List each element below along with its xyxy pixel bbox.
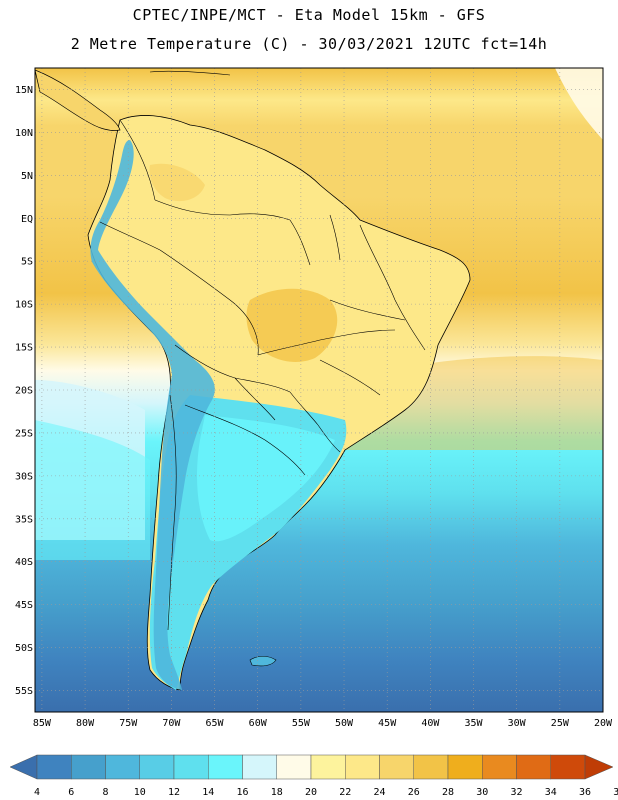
colorbar-swatch xyxy=(139,754,175,780)
map-title-line-1: CPTEC/INPE/MCT - Eta Model 15km - GFS xyxy=(132,6,486,24)
colorbar-swatch xyxy=(379,754,414,780)
lat-tick-label: 10N xyxy=(15,128,33,139)
colorbar-tick-label: 4 xyxy=(34,787,40,798)
colorbar-swatch xyxy=(105,754,140,780)
lat-tick-label: 15N xyxy=(15,85,33,96)
lat-tick-label: 15S xyxy=(15,343,33,354)
colorbar-swatch xyxy=(413,754,449,780)
brazil-interior-hot-patch xyxy=(246,288,338,362)
lon-tick-label: 70W xyxy=(162,718,181,729)
colorbar-swatch xyxy=(173,754,209,780)
central-america-landmass xyxy=(35,69,121,131)
colorbar-tick-label: 12 xyxy=(168,787,180,798)
map-frame xyxy=(34,67,604,713)
lat-tick-label: 5N xyxy=(21,171,33,182)
colorbar-min-triangle xyxy=(9,754,38,780)
colorbar-tick-label: 26 xyxy=(408,787,420,798)
north-atlantic-cool-zone xyxy=(555,68,603,140)
longitude-axis: 85W 80W 75W 70W 65W 60W 55W 50W 45W 40W 35W 30W 25W 2… xyxy=(33,718,613,729)
colorbar-swatch xyxy=(310,754,346,780)
pampas-cool-patch xyxy=(197,415,335,542)
colorbar-tick-label: 10 xyxy=(134,787,146,798)
lat-lon-grid xyxy=(35,68,603,712)
lon-tick-label: 65W xyxy=(206,718,225,729)
colorbar-swatch xyxy=(516,754,551,780)
lat-tick-label: 10S xyxy=(15,300,33,311)
latitude-axis: 15N 10N 5N EQ 5S 10S 15S 20S 25S 30S 35S 40S 45S 50S 5… xyxy=(15,85,33,697)
lat-tick-label: 20S xyxy=(15,386,33,397)
lon-tick-label: 60W xyxy=(249,718,268,729)
lon-tick-label: 20W xyxy=(594,718,613,729)
lon-tick-label: 45W xyxy=(378,718,397,729)
lat-tick-label: 5S xyxy=(21,257,33,268)
lon-tick-label: 80W xyxy=(76,718,95,729)
colorbar-tick-label: 24 xyxy=(373,787,385,798)
colorbar-tick-label: 8 xyxy=(102,787,108,798)
country-borders xyxy=(99,119,426,631)
andes-cold-spine xyxy=(90,140,215,690)
colorbar-tick-label: 16 xyxy=(236,787,248,798)
lon-tick-label: 50W xyxy=(335,718,354,729)
lon-tick-label: 40W xyxy=(421,718,440,729)
colorbar-swatch xyxy=(550,754,586,780)
lat-tick-label: 40S xyxy=(15,557,33,568)
colorbar-tick-label: 18 xyxy=(271,787,283,798)
colorbar-swatch xyxy=(208,754,243,780)
lon-tick-label: 25W xyxy=(551,718,570,729)
colorbar-swatch xyxy=(36,754,72,780)
lon-tick-label: 85W xyxy=(33,718,52,729)
colorbar-tick-label: 38 xyxy=(613,787,618,798)
colorbar-swatch xyxy=(242,754,277,780)
colorbar-tick-label: 22 xyxy=(339,787,351,798)
colorbar-tick-label: 34 xyxy=(545,787,557,798)
lat-tick-label: 55S xyxy=(15,686,33,697)
colorbar-tick-label: 14 xyxy=(202,787,214,798)
colorbar-tick-label: 36 xyxy=(579,787,591,798)
lat-tick-label: 25S xyxy=(15,428,33,439)
colorbar-tick-label: 6 xyxy=(68,787,74,798)
colorbar-tick-label: 20 xyxy=(305,787,317,798)
lon-tick-label: 35W xyxy=(464,718,483,729)
map-title-line-2: 2 Metre Temperature (C) - 30/03/2021 12U… xyxy=(70,35,548,53)
colorbar-swatch xyxy=(482,754,517,780)
colorbar-swatch xyxy=(71,754,106,780)
lat-tick-label: 30S xyxy=(15,471,33,482)
caribbean-islands xyxy=(149,70,231,76)
colombia-warm-patch xyxy=(149,163,205,202)
pacific-cold-zone xyxy=(35,420,150,560)
colorbar-swatch xyxy=(447,754,483,780)
lon-tick-label: 30W xyxy=(508,718,527,729)
colorbar-tick-label: 32 xyxy=(510,787,522,798)
colorbar-tick-label: 30 xyxy=(476,787,488,798)
temperature-colorbar: 4 6 8 10 12 14 16 18 20 22 24 26 28 30 32 34 36 38 xyxy=(9,754,618,798)
lon-tick-label: 55W xyxy=(292,718,311,729)
colorbar-swatch xyxy=(345,754,380,780)
lon-tick-label: 75W xyxy=(119,718,138,729)
lat-tick-label: EQ xyxy=(21,214,33,225)
colorbar-swatch xyxy=(276,754,312,780)
colorbar-tick-label: 28 xyxy=(442,787,454,798)
lat-tick-label: 45S xyxy=(15,600,33,611)
lat-tick-label: 50S xyxy=(15,643,33,654)
colorbar-max-triangle xyxy=(584,754,614,780)
lat-tick-label: 35S xyxy=(15,514,33,525)
